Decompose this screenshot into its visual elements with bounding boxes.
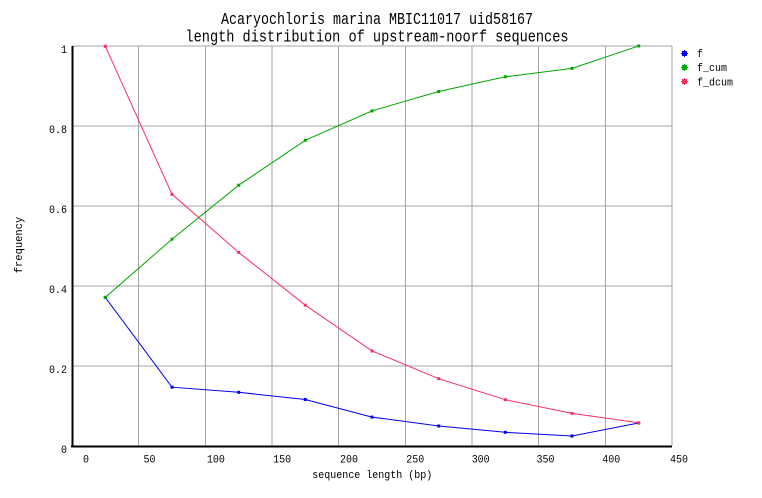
svg-text:0.8: 0.8 (49, 125, 67, 137)
svg-text:1: 1 (61, 45, 67, 57)
svg-text:450: 450 (670, 454, 688, 466)
svg-text:0: 0 (61, 445, 67, 457)
svg-text:50: 50 (144, 454, 156, 466)
svg-text:100: 100 (207, 454, 225, 466)
svg-text:length distribution of upstrea: length distribution of upstream-noorf se… (186, 27, 569, 46)
svg-text:400: 400 (602, 454, 620, 466)
svg-text:150: 150 (273, 454, 291, 466)
svg-text:sequence length (bp): sequence length (bp) (312, 470, 432, 482)
svg-text:0: 0 (83, 454, 89, 466)
svg-text:f_dcum: f_dcum (697, 77, 733, 89)
svg-text:frequency: frequency (14, 216, 26, 273)
svg-text:0.6: 0.6 (49, 205, 67, 217)
svg-text:f: f (697, 49, 703, 61)
svg-text:0.4: 0.4 (49, 285, 67, 297)
svg-text:350: 350 (537, 454, 555, 466)
svg-text:f_cum: f_cum (697, 63, 727, 75)
svg-text:Acaryochloris marina MBIC11017: Acaryochloris marina MBIC11017 uid58167 (221, 10, 533, 29)
svg-text:200: 200 (340, 454, 358, 466)
svg-text:250: 250 (406, 454, 424, 466)
svg-text:300: 300 (472, 454, 490, 466)
svg-text:0.2: 0.2 (49, 365, 67, 377)
